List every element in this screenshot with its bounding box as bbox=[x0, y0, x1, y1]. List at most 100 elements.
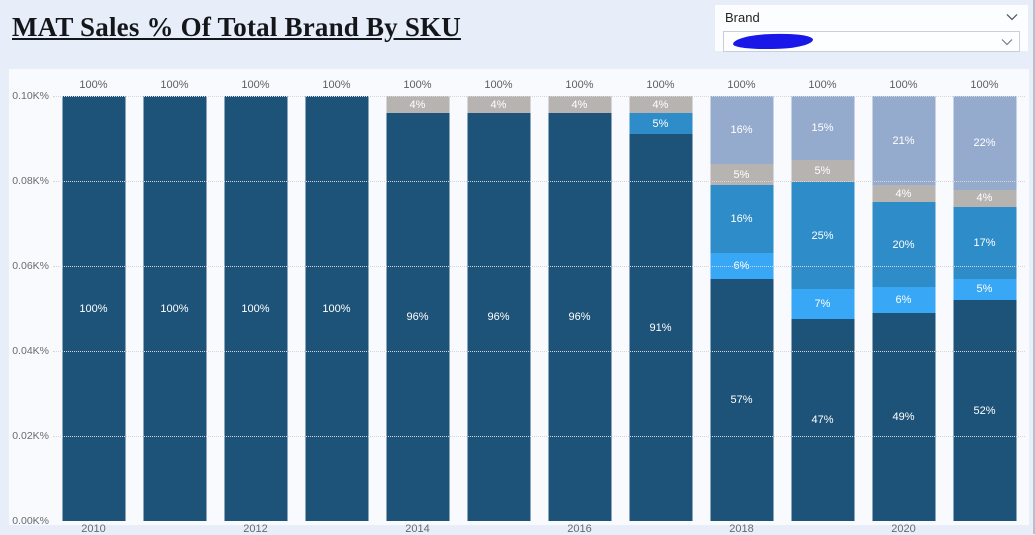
data-label: 96% bbox=[568, 311, 591, 323]
bar-segment-sku-blue-gray[interactable]: 16% bbox=[710, 96, 773, 164]
bar-2015[interactable]: 96% 4% 100% bbox=[467, 79, 530, 521]
bar-segment-sku-dark-blue[interactable]: 47% bbox=[791, 319, 854, 521]
bar-segment-sku-dark-blue[interactable]: 100% bbox=[305, 96, 368, 521]
chevron-down-icon[interactable] bbox=[1001, 38, 1013, 46]
bar-segment-sku-gray[interactable]: 4% bbox=[953, 189, 1016, 207]
gridline bbox=[53, 96, 1025, 97]
brand-slicer-label: Brand bbox=[725, 9, 760, 25]
bar-2010[interactable]: 100% 100% bbox=[62, 79, 125, 521]
data-label: 6% bbox=[895, 294, 912, 306]
data-label: 5% bbox=[652, 117, 669, 130]
bar-segment-sku-blue-gray[interactable]: 15% bbox=[791, 96, 854, 161]
bar-segment-sku-dark-blue[interactable]: 100% bbox=[224, 96, 287, 521]
bar-2017[interactable]: 91% 5% 4% 100% bbox=[629, 79, 692, 521]
bar-segment-sku-bright-blue[interactable]: 7% bbox=[791, 289, 854, 320]
data-label: 25% bbox=[811, 229, 834, 242]
redacted-brand-value bbox=[732, 32, 814, 51]
total-label: 100% bbox=[79, 79, 108, 91]
brand-dropdown[interactable] bbox=[723, 31, 1020, 52]
bar-segment-sku-medium-blue[interactable]: 17% bbox=[953, 206, 1016, 279]
data-label: 96% bbox=[406, 311, 429, 323]
bar-segment-sku-gray[interactable]: 4% bbox=[386, 96, 449, 113]
y-axis-tick: 0.04K% bbox=[12, 345, 49, 357]
bar-2013[interactable]: 100% 100% bbox=[305, 79, 368, 521]
bar-segment-sku-dark-blue[interactable]: 100% bbox=[143, 96, 206, 521]
bar-slot: 100% 100% bbox=[296, 79, 377, 521]
gridline bbox=[53, 436, 1025, 437]
data-label: 100% bbox=[160, 302, 189, 315]
data-label: 4% bbox=[895, 187, 912, 200]
data-label: 91% bbox=[649, 321, 672, 334]
bar-segment-sku-bright-blue[interactable]: 5% bbox=[953, 278, 1016, 300]
data-label: 49% bbox=[892, 410, 915, 423]
bar-segment-sku-dark-blue[interactable]: 49% bbox=[872, 312, 935, 521]
y-axis-tick: 0.02K% bbox=[12, 430, 49, 442]
bar-segment-sku-bright-blue[interactable]: 6% bbox=[872, 287, 935, 313]
page-title: MAT Sales % Of Total Brand By SKU bbox=[12, 12, 461, 42]
bar-segment-sku-gray[interactable]: 4% bbox=[872, 185, 935, 203]
x-axis-tick: 2016 bbox=[567, 523, 592, 535]
data-label: 100% bbox=[241, 302, 270, 315]
bar-2018[interactable]: 57% 6% 16% 5% 16% 100% bbox=[710, 79, 773, 521]
bar-segment-sku-gray[interactable]: 4% bbox=[629, 96, 692, 113]
bar-slot: 91% 5% 4% 100% bbox=[620, 79, 701, 521]
data-label: 15% bbox=[811, 122, 834, 135]
data-label: 96% bbox=[487, 311, 510, 323]
bar-segment-sku-medium-blue[interactable]: 20% bbox=[872, 202, 935, 288]
bar-segment-sku-dark-blue[interactable]: 96% bbox=[386, 113, 449, 521]
data-label: 100% bbox=[79, 302, 108, 315]
total-label: 100% bbox=[646, 79, 675, 91]
data-label: 47% bbox=[811, 414, 834, 427]
bar-slot: 2010 100% 100% bbox=[53, 79, 134, 535]
bar-segment-sku-medium-blue[interactable]: 16% bbox=[710, 185, 773, 254]
bar-2020[interactable]: 49% 6% 20% 4% 21% 100% bbox=[872, 79, 935, 521]
bar-segment-sku-dark-blue[interactable]: 96% bbox=[467, 113, 530, 521]
data-label: 4% bbox=[490, 98, 507, 111]
bar-segment-sku-medium-blue[interactable]: 25% bbox=[791, 181, 854, 290]
data-label: 5% bbox=[814, 165, 831, 178]
data-label: 57% bbox=[730, 393, 753, 406]
data-label: 4% bbox=[571, 98, 588, 111]
bar-segment-sku-blue-gray[interactable]: 21% bbox=[872, 96, 935, 186]
bar-slot: 2016 96% 4% 100% bbox=[539, 79, 620, 535]
bar-segment-sku-dark-blue[interactable]: 96% bbox=[548, 113, 611, 521]
bar-segment-sku-gray[interactable]: 5% bbox=[710, 164, 773, 186]
bar-2016[interactable]: 96% 4% 100% bbox=[548, 79, 611, 521]
bar-slot: 2014 96% 4% 100% bbox=[377, 79, 458, 535]
bar-2014[interactable]: 96% 4% 100% bbox=[386, 79, 449, 521]
y-axis-tick: 0.06K% bbox=[12, 260, 49, 272]
data-label: 4% bbox=[976, 192, 993, 204]
bar-segment-sku-dark-blue[interactable]: 100% bbox=[62, 96, 125, 521]
bar-slot: 47% 7% 25% 5% 15% 100% bbox=[782, 79, 863, 521]
bar-segment-sku-medium-blue[interactable]: 5% bbox=[629, 113, 692, 135]
bar-slot: 100% 100% bbox=[134, 79, 215, 521]
total-label: 100% bbox=[160, 79, 189, 91]
bar-segment-sku-dark-blue[interactable]: 91% bbox=[629, 134, 692, 521]
bar-2019[interactable]: 47% 7% 25% 5% 15% 100% bbox=[791, 79, 854, 521]
brand-slicer-header[interactable]: Brand bbox=[715, 5, 1028, 29]
data-label: 7% bbox=[814, 298, 831, 311]
total-label: 100% bbox=[970, 79, 999, 91]
bar-segment-sku-gray[interactable]: 4% bbox=[467, 96, 530, 113]
data-label: 21% bbox=[892, 134, 915, 147]
bar-2021[interactable]: 52% 5% 17% 4% 22% 100% bbox=[953, 79, 1016, 521]
gridline bbox=[53, 181, 1025, 182]
bar-segment-sku-gray[interactable]: 5% bbox=[791, 160, 854, 182]
bar-segment-sku-gray[interactable]: 4% bbox=[548, 96, 611, 113]
x-axis-tick: 2012 bbox=[243, 523, 268, 535]
bar-segment-sku-dark-blue[interactable]: 52% bbox=[953, 300, 1016, 521]
total-label: 100% bbox=[727, 79, 756, 91]
chart-panel: 2010 100% 100% 100% 100% 2012 100% 100% 100% 100%… bbox=[8, 68, 1030, 535]
bar-2011[interactable]: 100% 100% bbox=[143, 79, 206, 521]
bar-segment-sku-blue-gray[interactable]: 22% bbox=[953, 96, 1016, 190]
data-label: 5% bbox=[733, 168, 750, 181]
gridline bbox=[53, 351, 1025, 352]
bar-segment-sku-dark-blue[interactable]: 57% bbox=[710, 278, 773, 521]
x-axis-tick: 2010 bbox=[81, 523, 106, 535]
x-axis-tick: 2020 bbox=[891, 523, 916, 535]
bar-2012[interactable]: 100% 100% bbox=[224, 79, 287, 521]
chevron-down-icon[interactable] bbox=[1006, 13, 1018, 21]
total-label: 100% bbox=[241, 79, 270, 91]
brand-slicer: Brand bbox=[714, 4, 1029, 52]
plot-area: 2010 100% 100% 100% 100% 2012 100% 100% 100% 100%… bbox=[12, 79, 1025, 535]
